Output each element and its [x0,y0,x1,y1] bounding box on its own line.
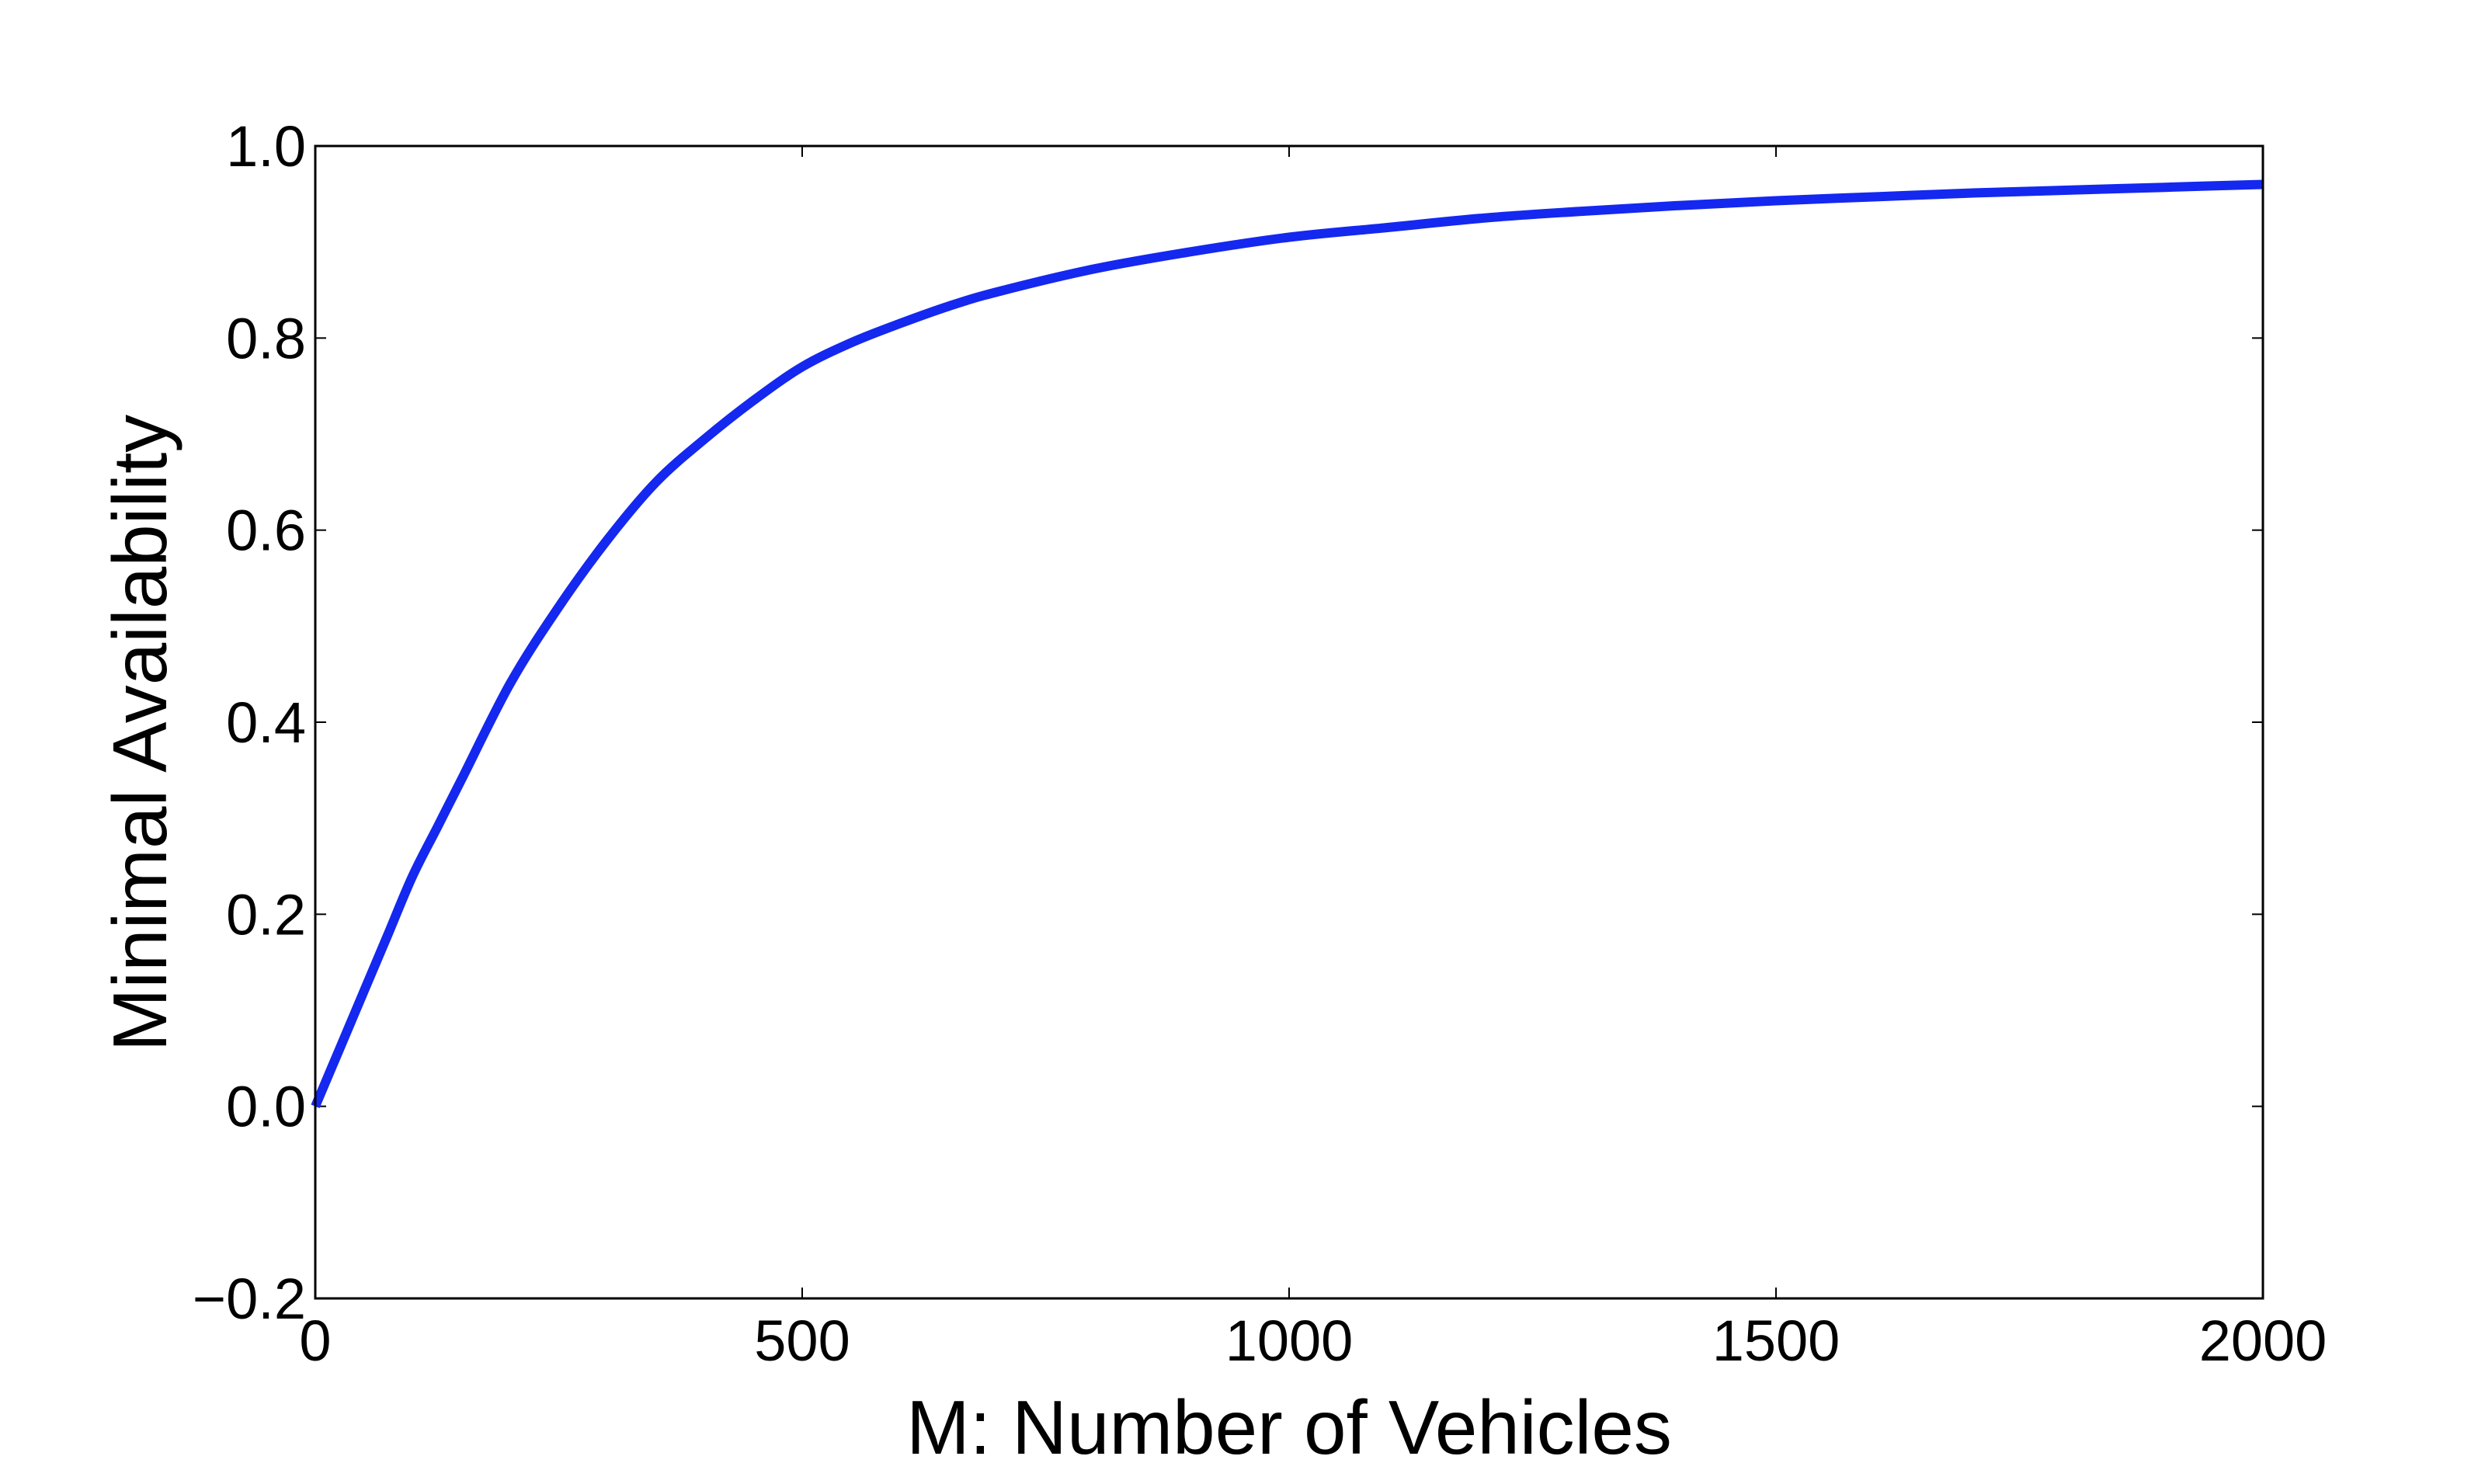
series-line-0 [311,179,2264,1109]
y-tick-label: 0.0 [226,1075,306,1139]
x-tick-label: 0 [299,1308,331,1373]
x-tick-label: 500 [754,1308,850,1373]
y-axis-title: Minimal Availability [97,415,182,1052]
y-tick-label: 0.8 [226,306,306,370]
x-tick-label: 2000 [2199,1308,2327,1373]
y-tick-label: 1.0 [226,114,306,179]
y-tick-label: −0.2 [193,1267,306,1331]
y-tick-label: 0.4 [226,690,306,755]
series-layer [311,179,2264,1109]
x-axis-title: M: Number of Vehicles [906,1385,1672,1470]
y-tick-label: 0.6 [226,499,306,563]
y-tick-label: 0.2 [226,882,306,947]
plot-frame [314,144,2264,1300]
x-tick-label: 1500 [1712,1308,1840,1373]
labels-layer: 0 500 1000 1500 2000 −0.2 0.0 0.2 0.4 0.6 0.8 1.0 [193,114,2327,1373]
x-tick-label: 1000 [1225,1308,1354,1373]
